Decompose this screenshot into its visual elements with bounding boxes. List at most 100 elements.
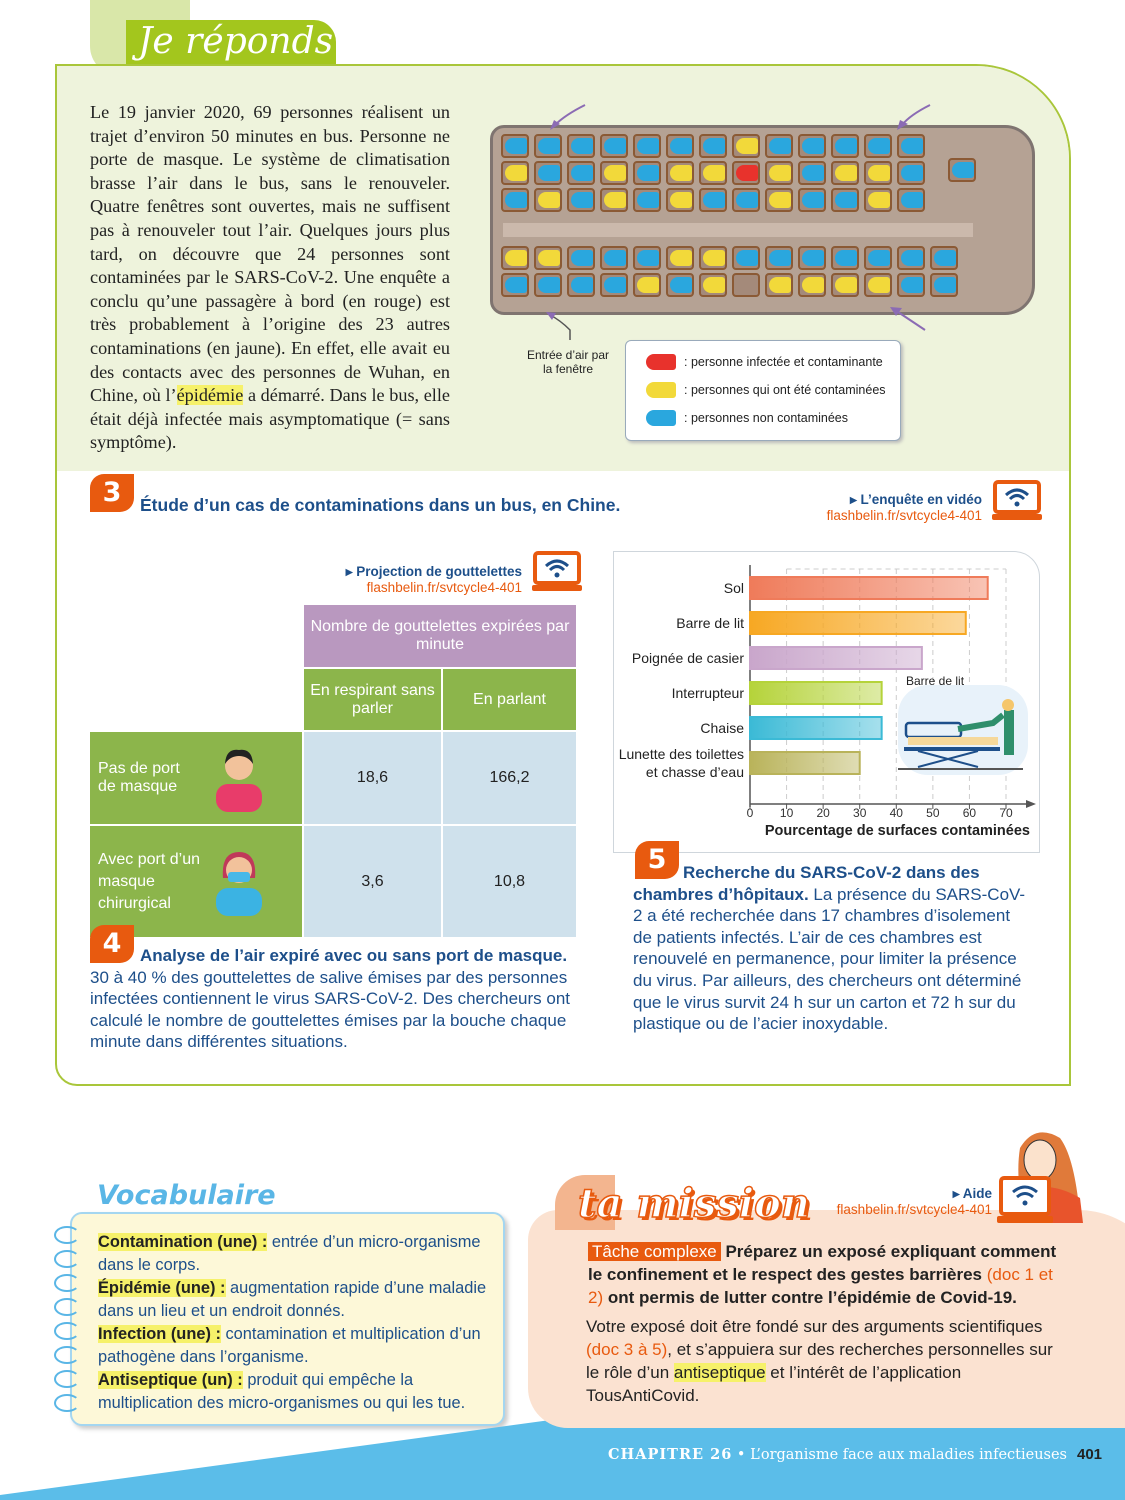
passenger-icon: [505, 277, 527, 293]
bus-seat: [534, 134, 562, 158]
passenger-icon: [538, 165, 560, 181]
bus-seat: [831, 273, 859, 297]
x-axis-label: Pourcentage de surfaces contaminées: [765, 823, 1030, 839]
bus-seat: [864, 161, 892, 185]
bus-seat: [567, 161, 595, 185]
passenger-icon: [835, 277, 857, 293]
category-label: Barre de lit: [676, 615, 744, 631]
passenger-icon: [538, 192, 560, 208]
bus-seat: [798, 134, 826, 158]
vocabulary-box: Contamination (une) : entrée d’un micro-…: [54, 1212, 505, 1426]
passenger-icon: [835, 165, 857, 181]
wifi-monitor-icon[interactable]: [992, 480, 1042, 522]
bus-seat: [699, 273, 727, 297]
bus-seat: [600, 134, 628, 158]
passenger-icon: [802, 277, 824, 293]
passenger-icon: [736, 165, 758, 181]
bus-diagram: [490, 125, 1035, 315]
passenger-icon: [769, 138, 791, 154]
x-tick-label: 10: [780, 806, 794, 820]
bus-seat: [897, 134, 925, 158]
passenger-icon: [505, 192, 527, 208]
passenger-icon: [835, 250, 857, 266]
passenger-icon: [571, 250, 593, 266]
bus-seat: [501, 161, 529, 185]
passenger-icon: [769, 165, 791, 181]
person-icon: [646, 410, 676, 426]
bus-seat: [567, 188, 595, 212]
bus-seat: [633, 161, 661, 185]
bus-seat: [666, 161, 694, 185]
highlighted-term[interactable]: épidémie: [176, 385, 244, 406]
section-title: Je réponds: [126, 20, 336, 66]
bed-rail-label: Barre de lit: [906, 674, 965, 688]
highlighted-term[interactable]: antiseptique: [673, 1363, 766, 1382]
bus-seat: [798, 161, 826, 185]
passenger-icon: [604, 192, 626, 208]
passenger-icon: [868, 250, 890, 266]
bus-seat: [633, 246, 661, 270]
passenger-icon: [703, 250, 725, 266]
bus-seat: [765, 161, 793, 185]
video-link[interactable]: ▸ L’enquête en vidéo flashbelin.fr/svtcy…: [826, 492, 982, 523]
passenger-icon: [505, 138, 527, 154]
passenger-icon: [670, 250, 692, 266]
girl-with-laptop-illustration: [997, 1132, 1083, 1223]
passenger-icon: [802, 192, 824, 208]
bar-0: [749, 576, 989, 600]
mission-body: Votre exposé doit être fondé sur des arg…: [586, 1317, 1053, 1405]
bus-seat: [600, 188, 628, 212]
bus-seat: [765, 246, 793, 270]
bus-seat: [600, 161, 628, 185]
bus-seat: [666, 246, 694, 270]
bar-1: [749, 611, 967, 635]
droplets-link[interactable]: ▸ Projection de gouttelettes flashbelin.…: [345, 564, 522, 595]
wifi-monitor-icon[interactable]: [532, 551, 582, 593]
bus-seat: [732, 188, 760, 212]
passenger-icon: [901, 192, 923, 208]
passenger-icon: [802, 250, 824, 266]
doc3-intro-text: Le 19 janvier 2020, 69 personnes réalise…: [90, 102, 450, 453]
passenger-icon: [802, 138, 824, 154]
doc4-number-badge: 4: [90, 925, 134, 963]
passenger-icon: [901, 138, 923, 154]
bus-seat: [765, 134, 793, 158]
bus-seat: [831, 246, 859, 270]
vocabulary-title: Vocabulaire: [97, 1180, 276, 1211]
seat-row: [501, 161, 925, 185]
x-tick-label: 50: [926, 806, 940, 820]
bus-seat: [864, 188, 892, 212]
bus-seat: [930, 246, 958, 270]
passenger-icon: [835, 192, 857, 208]
legend-item-infected: : personne infectée et contaminante: [646, 354, 883, 370]
help-link[interactable]: ▸ Aide flashbelin.fr/svtcycle4-401: [836, 1186, 992, 1217]
doc3-number-badge: 3: [90, 474, 134, 512]
bar-3: [749, 681, 883, 705]
bus-seat: [534, 273, 562, 297]
seat-row: [501, 273, 958, 297]
bus-seat: [501, 134, 529, 158]
passenger-icon: [868, 138, 890, 154]
passenger-icon: [703, 277, 725, 293]
x-tick-label: 20: [816, 806, 830, 820]
passenger-icon: [736, 192, 758, 208]
vocab-item: Infection (une) : contamination et multi…: [98, 1325, 481, 1366]
passenger-icon: [769, 277, 791, 293]
bus-seat: [666, 134, 694, 158]
passenger-icon: [868, 192, 890, 208]
bus-seat: [864, 246, 892, 270]
passenger-icon: [637, 165, 659, 181]
bus-seat: [897, 246, 925, 270]
bus-seat: [567, 134, 595, 158]
vocab-item: Épidémie (une) : augmentation rapide d’u…: [98, 1279, 487, 1320]
category-label: Sol: [724, 580, 744, 596]
bus-seat: [765, 273, 793, 297]
passenger-icon: [538, 250, 560, 266]
bus-seat: [633, 188, 661, 212]
bus-seat: [897, 188, 925, 212]
bus-seat: [567, 246, 595, 270]
passenger-icon: [670, 192, 692, 208]
passenger-icon: [835, 138, 857, 154]
doc4-text: Analyse de l’air expiré avec ou sans por…: [90, 946, 571, 1052]
column-header: En parlant: [443, 669, 576, 730]
